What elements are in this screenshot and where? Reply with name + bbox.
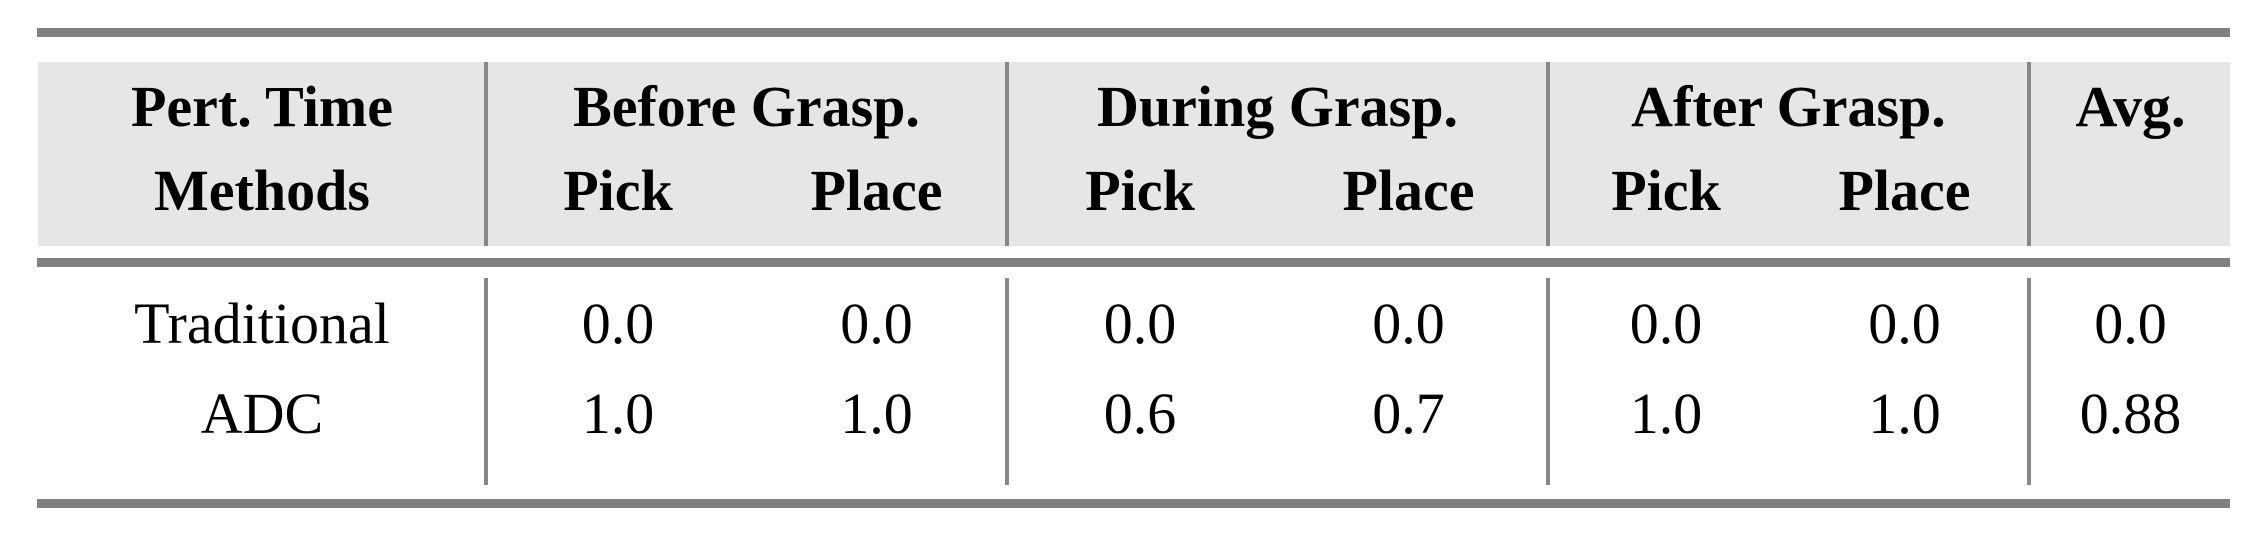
header-vertical-rule-1	[484, 62, 488, 246]
table-bottom-rule	[37, 499, 2230, 508]
cell-adc-before-place: 1.0	[840, 381, 913, 446]
body-vertical-rule-3	[1546, 278, 1550, 485]
table-row: ADC	[200, 381, 324, 446]
cell-adc-after-place: 1.0	[1868, 381, 1941, 446]
table-header-separator-rule	[37, 258, 2230, 267]
header-group-during-grasp: During Grasp.	[1097, 74, 1458, 139]
header-group-before-grasp: Before Grasp.	[573, 74, 920, 139]
header-subcolumn-before-place: Place	[810, 158, 943, 223]
header-subcolumn-during-pick: Pick	[1085, 158, 1195, 223]
cell-traditional-before-place: 0.0	[840, 291, 913, 356]
cell-traditional-during-place: 0.0	[1372, 291, 1445, 356]
table-header-band	[38, 62, 2230, 246]
body-vertical-rule-1	[484, 278, 488, 485]
cell-adc-avg: 0.88	[2079, 381, 2182, 446]
cell-traditional-during-pick: 0.0	[1103, 291, 1177, 356]
table-row: Traditional	[134, 291, 390, 356]
header-vertical-rule-4	[2027, 62, 2031, 246]
cell-adc-before-pick: 1.0	[581, 381, 655, 446]
body-vertical-rule-2	[1005, 278, 1009, 485]
header-subcolumn-during-place: Place	[1342, 158, 1475, 223]
header-column-avg: Avg.	[2075, 74, 2186, 139]
cell-traditional-before-pick: 0.0	[581, 291, 655, 356]
header-vertical-rule-3	[1546, 62, 1550, 246]
header-group-after-grasp: After Grasp.	[1631, 74, 1946, 139]
header-subcolumn-before-pick: Pick	[563, 158, 673, 223]
cell-adc-during-place: 0.7	[1372, 381, 1445, 446]
header-vertical-rule-2	[1005, 62, 1009, 246]
header-subcolumn-after-place: Place	[1838, 158, 1971, 223]
cell-traditional-after-pick: 0.0	[1629, 291, 1703, 356]
header-stub-pert-time: Pert. Time	[131, 74, 393, 139]
cell-adc-during-pick: 0.6	[1103, 381, 1177, 446]
table-top-rule	[37, 28, 2230, 37]
cell-traditional-after-place: 0.0	[1868, 291, 1941, 356]
header-stub-methods: Methods	[154, 158, 370, 223]
body-vertical-rule-4	[2027, 278, 2031, 485]
header-subcolumn-after-pick: Pick	[1611, 158, 1721, 223]
cell-adc-after-pick: 1.0	[1629, 381, 1703, 446]
cell-traditional-avg: 0.0	[2094, 291, 2167, 356]
